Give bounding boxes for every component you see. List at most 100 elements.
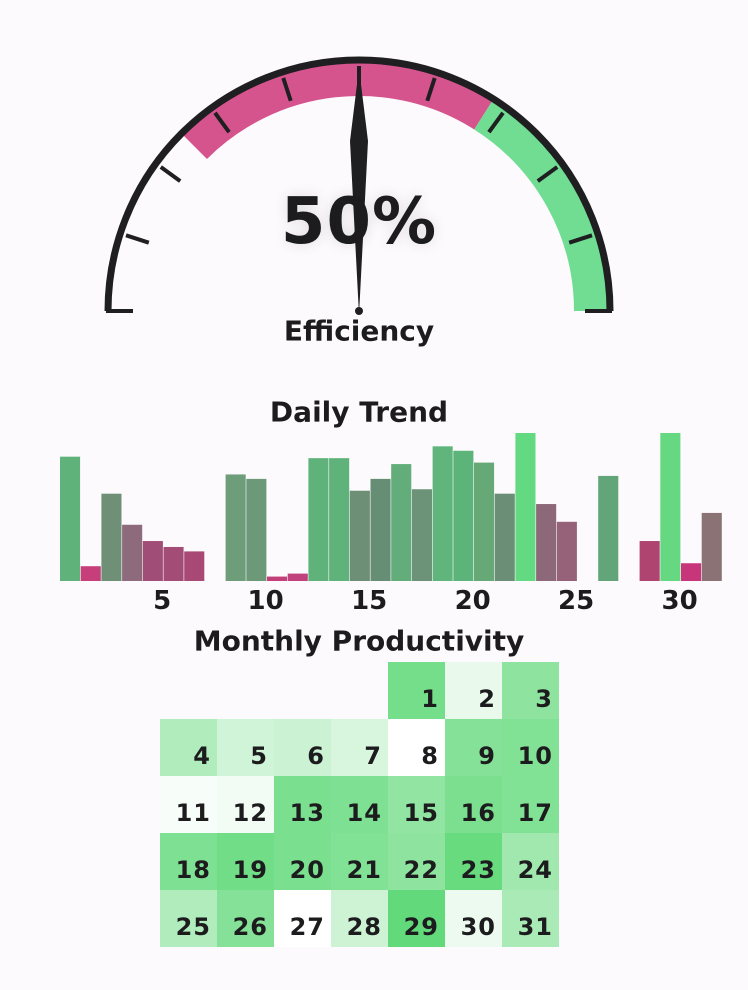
calendar-day-26: 26 xyxy=(217,890,274,947)
calendar-day-label: 23 xyxy=(460,856,496,884)
bar-day-29 xyxy=(639,541,660,581)
gauge-needle-hub xyxy=(355,307,363,315)
calendar-day-20: 20 xyxy=(274,833,331,890)
calendar-day-label: 15 xyxy=(403,799,439,827)
gauge-tick xyxy=(281,77,293,102)
calendar-day-label: 1 xyxy=(421,685,439,713)
calendar-day-label: 26 xyxy=(232,913,268,941)
gauge-band-2 xyxy=(473,99,610,312)
bar-day-13 xyxy=(308,458,329,581)
bar-day-32 xyxy=(701,512,722,581)
bar-day-2 xyxy=(80,566,101,581)
calendar-day-14: 14 xyxy=(331,776,388,833)
x-tick-label: 10 xyxy=(248,586,284,616)
bar-day-9 xyxy=(225,474,246,581)
calendar-day-label: 18 xyxy=(175,856,211,884)
efficiency-gauge xyxy=(104,56,614,315)
daily-trend-title: Daily Trend xyxy=(269,395,449,429)
calendar-day-label: 13 xyxy=(289,799,325,827)
calendar-day-4: 4 xyxy=(160,719,217,776)
calendar-day-label: 29 xyxy=(403,913,439,941)
calendar-day-2: 2 xyxy=(445,662,502,719)
calendar-day-7: 7 xyxy=(331,719,388,776)
calendar-day-1: 1 xyxy=(388,662,445,719)
bar-day-25 xyxy=(556,521,577,581)
gauge-tick xyxy=(125,233,150,245)
bar-day-5 xyxy=(142,541,163,581)
calendar-day-label: 5 xyxy=(250,742,268,770)
calendar-day-30: 30 xyxy=(445,890,502,947)
x-tick-label: 15 xyxy=(351,586,387,616)
bar-day-17 xyxy=(391,464,412,581)
calendar-day-label: 10 xyxy=(517,742,553,770)
bar-day-31 xyxy=(681,563,702,581)
gauge-tick xyxy=(536,165,559,183)
gauge-tick xyxy=(159,165,182,183)
calendar-day-24: 24 xyxy=(502,833,559,890)
bar-day-23 xyxy=(515,433,536,581)
gauge-tick xyxy=(487,111,505,134)
calendar-day-label: 31 xyxy=(517,913,553,941)
bar-day-22 xyxy=(494,493,515,581)
calendar-day-9: 9 xyxy=(445,719,502,776)
calendar-day-15: 15 xyxy=(388,776,445,833)
calendar-day-label: 17 xyxy=(517,799,553,827)
calendar-day-label: 21 xyxy=(346,856,382,884)
bar-day-7 xyxy=(184,551,205,581)
calendar-day-10: 10 xyxy=(502,719,559,776)
bar-day-14 xyxy=(329,458,350,581)
calendar-day-25: 25 xyxy=(160,890,217,947)
bar-day-18 xyxy=(411,489,432,581)
calendar-day-label: 19 xyxy=(232,856,268,884)
calendar-day-label: 6 xyxy=(307,742,325,770)
calendar-day-label: 16 xyxy=(460,799,496,827)
calendar-day-23: 23 xyxy=(445,833,502,890)
calendar-day-5: 5 xyxy=(217,719,274,776)
gauge-tick xyxy=(213,111,231,134)
x-tick-label: 25 xyxy=(558,586,594,616)
calendar-day-label: 3 xyxy=(535,685,553,713)
gauge-tick xyxy=(568,233,593,245)
calendar-day-label: 20 xyxy=(289,856,325,884)
bar-day-4 xyxy=(122,524,143,581)
calendar-day-27: 27 xyxy=(274,890,331,947)
bar-day-20 xyxy=(453,450,474,581)
calendar-day-label: 24 xyxy=(517,856,553,884)
calendar-day-label: 9 xyxy=(478,742,496,770)
bar-day-16 xyxy=(370,478,391,581)
bar-day-21 xyxy=(474,462,495,581)
gauge-label: Efficiency xyxy=(283,314,435,348)
bar-day-19 xyxy=(432,446,453,581)
calendar-day-13: 13 xyxy=(274,776,331,833)
calendar-day-label: 30 xyxy=(460,913,496,941)
calendar-day-12: 12 xyxy=(217,776,274,833)
calendar-day-label: 22 xyxy=(403,856,439,884)
gauge-rim xyxy=(104,56,614,312)
bar-day-12 xyxy=(287,573,308,581)
calendar-day-label: 28 xyxy=(346,913,382,941)
bar-day-24 xyxy=(536,504,557,581)
monthly-productivity-heatmap: 1 2 3 4 5 6 7 8 9 10 11 12 13 14 15 16 17 18 19 20 21 22 23 24 2… xyxy=(160,662,559,947)
bar-day-15 xyxy=(349,490,370,581)
gauge-value: 50% xyxy=(280,185,438,259)
bar-day-10 xyxy=(246,478,267,581)
bar-day-3 xyxy=(101,493,122,581)
x-tick-label: 30 xyxy=(662,586,698,616)
calendar-day-18: 18 xyxy=(160,833,217,890)
bar-day-27 xyxy=(598,475,619,581)
gauge-tick xyxy=(425,77,437,102)
calendar-day-21: 21 xyxy=(331,833,388,890)
calendar-day-label: 11 xyxy=(175,799,211,827)
calendar-day-16: 16 xyxy=(445,776,502,833)
x-tick-label: 20 xyxy=(455,586,491,616)
bar-day-6 xyxy=(163,546,184,581)
calendar-day-22: 22 xyxy=(388,833,445,890)
calendar-day-label: 12 xyxy=(232,799,268,827)
calendar-day-19: 19 xyxy=(217,833,274,890)
calendar-day-8: 8 xyxy=(388,719,445,776)
calendar-day-11: 11 xyxy=(160,776,217,833)
calendar-day-label: 2 xyxy=(478,685,496,713)
calendar-day-3: 3 xyxy=(502,662,559,719)
calendar-day-31: 31 xyxy=(502,890,559,947)
